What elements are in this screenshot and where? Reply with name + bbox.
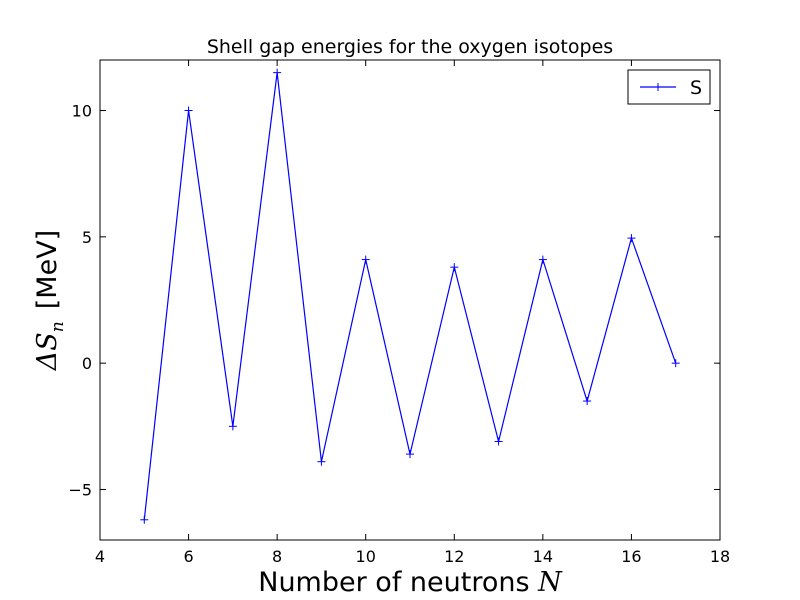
data-point (583, 397, 592, 406)
chart-title: Shell gap energies for the oxygen isotop… (207, 36, 613, 58)
x-tick-label: 12 (444, 547, 464, 566)
data-point (361, 255, 370, 264)
x-tick-label: 16 (621, 547, 641, 566)
data-point (671, 359, 680, 368)
data-point (184, 106, 193, 115)
data-point (627, 234, 636, 243)
legend-label: S (690, 77, 702, 99)
plot-frame (99, 59, 721, 541)
data-point (228, 422, 237, 431)
data-point (450, 263, 459, 272)
y-axis-label-subscript: n (48, 321, 68, 332)
x-tick-label: 4 (95, 547, 105, 566)
y-tick-label: 0 (82, 354, 92, 373)
data-point (538, 255, 547, 264)
data-point (140, 515, 149, 524)
data-point (406, 450, 414, 459)
x-tick-label: 18 (710, 547, 730, 566)
x-axis-label-text: Number of neutrons (258, 567, 529, 598)
x-tick-label: 10 (356, 547, 376, 566)
data-point (273, 68, 282, 77)
series-layer (140, 68, 680, 524)
y-axis-label: ΔSn [MeV] (32, 230, 68, 371)
y-tick-label: −5 (68, 480, 92, 499)
x-tick-label: 14 (533, 547, 553, 566)
data-point (317, 457, 326, 466)
y-axis-label-symbol: S (32, 332, 63, 351)
y-axis-label-delta: Δ (32, 351, 63, 372)
x-axis-label: Number of neutrons N (258, 567, 563, 598)
data-point (494, 437, 503, 446)
y-axis-label-unit: [MeV] (32, 230, 63, 309)
y-tick-label: 10 (72, 102, 92, 121)
y-tick-label: 5 (82, 228, 92, 247)
ticks-layer: 4 6 8 10 12 14 16 18 −5 0 5 10 (68, 60, 730, 566)
x-tick-label: 6 (183, 547, 193, 566)
legend: S (627, 69, 711, 105)
x-axis-label-symbol: N (537, 567, 563, 598)
x-tick-label: 8 (272, 547, 282, 566)
